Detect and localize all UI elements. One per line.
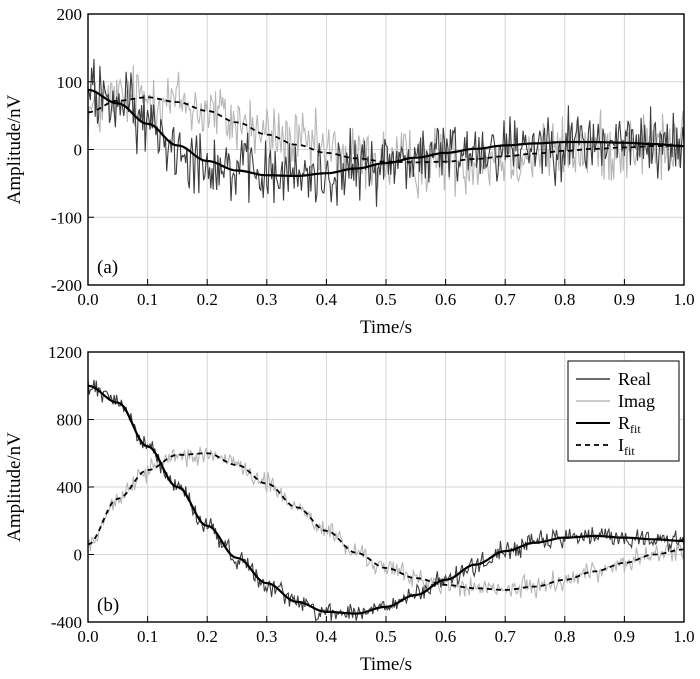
y-axis-label: Amplitude/nV [4, 94, 25, 204]
series-i-fit [88, 96, 684, 164]
x-tick-label: 1.0 [673, 290, 694, 309]
y-tick-label: 200 [57, 5, 83, 24]
y-tick-label: 100 [57, 73, 83, 92]
x-axis-label: Time/s [360, 654, 412, 675]
x-axis-label: Time/s [360, 317, 412, 338]
x-tick-label: 0.2 [197, 290, 218, 309]
x-tick-label: 0.6 [435, 627, 456, 646]
y-tick-label: -400 [51, 613, 82, 632]
series-i-fit [88, 452, 684, 591]
plot-area [88, 58, 684, 207]
series-r-fit [88, 384, 684, 615]
y-tick-label: 0 [74, 141, 83, 160]
x-tick-label: 0.8 [554, 290, 575, 309]
x-tick-label: 0.9 [614, 290, 635, 309]
y-tick-label: 800 [57, 411, 83, 430]
panel-label: (b) [97, 595, 119, 616]
x-tick-label: 0.4 [316, 627, 338, 646]
x-tick-label: 0.5 [375, 290, 396, 309]
x-tick-label: 0.0 [77, 627, 98, 646]
x-tick-label: 0.1 [137, 627, 158, 646]
x-tick-label: 0.5 [375, 627, 396, 646]
x-tick-label: 0.7 [495, 627, 517, 646]
series-r-fit [88, 88, 684, 177]
x-tick-label: 0.4 [316, 290, 338, 309]
legend-label: Imag [618, 391, 655, 411]
x-tick-label: 0.3 [256, 290, 277, 309]
chart-panel-b: 0.0 0.1 0.2 0.3 0.4 0.5 0.6 0.7 0.8 0.9 1.0 1200 800… [4, 343, 695, 675]
y-tick-label: -100 [51, 208, 82, 227]
x-tick-label: 0.1 [137, 290, 158, 309]
x-tick-label: 0.2 [197, 627, 218, 646]
y-tick-label: 400 [57, 478, 83, 497]
chart-panel-a: 0.0 0.1 0.2 0.3 0.4 0.5 0.6 0.7 0.8 0.9 1.0 200 100 0… [4, 5, 695, 338]
x-tick-label: 1.0 [673, 627, 694, 646]
x-tick-label: 0.0 [77, 290, 98, 309]
x-tick-label: 0.9 [614, 627, 635, 646]
x-tick-label: 0.6 [435, 290, 456, 309]
y-tick-label: 1200 [48, 343, 82, 362]
legend-label: Real [618, 369, 651, 389]
x-tick-label: 0.7 [495, 290, 517, 309]
x-tick-label: 0.8 [554, 627, 575, 646]
series-real [88, 58, 684, 207]
x-tick-label: 0.3 [256, 627, 277, 646]
y-axis-label: Amplitude/nV [4, 432, 25, 542]
y-tick-label: -200 [51, 276, 82, 295]
plot-area [88, 379, 684, 622]
series-imag [88, 446, 684, 599]
panel-label: (a) [97, 257, 118, 278]
y-tick-label: 0 [74, 546, 83, 565]
